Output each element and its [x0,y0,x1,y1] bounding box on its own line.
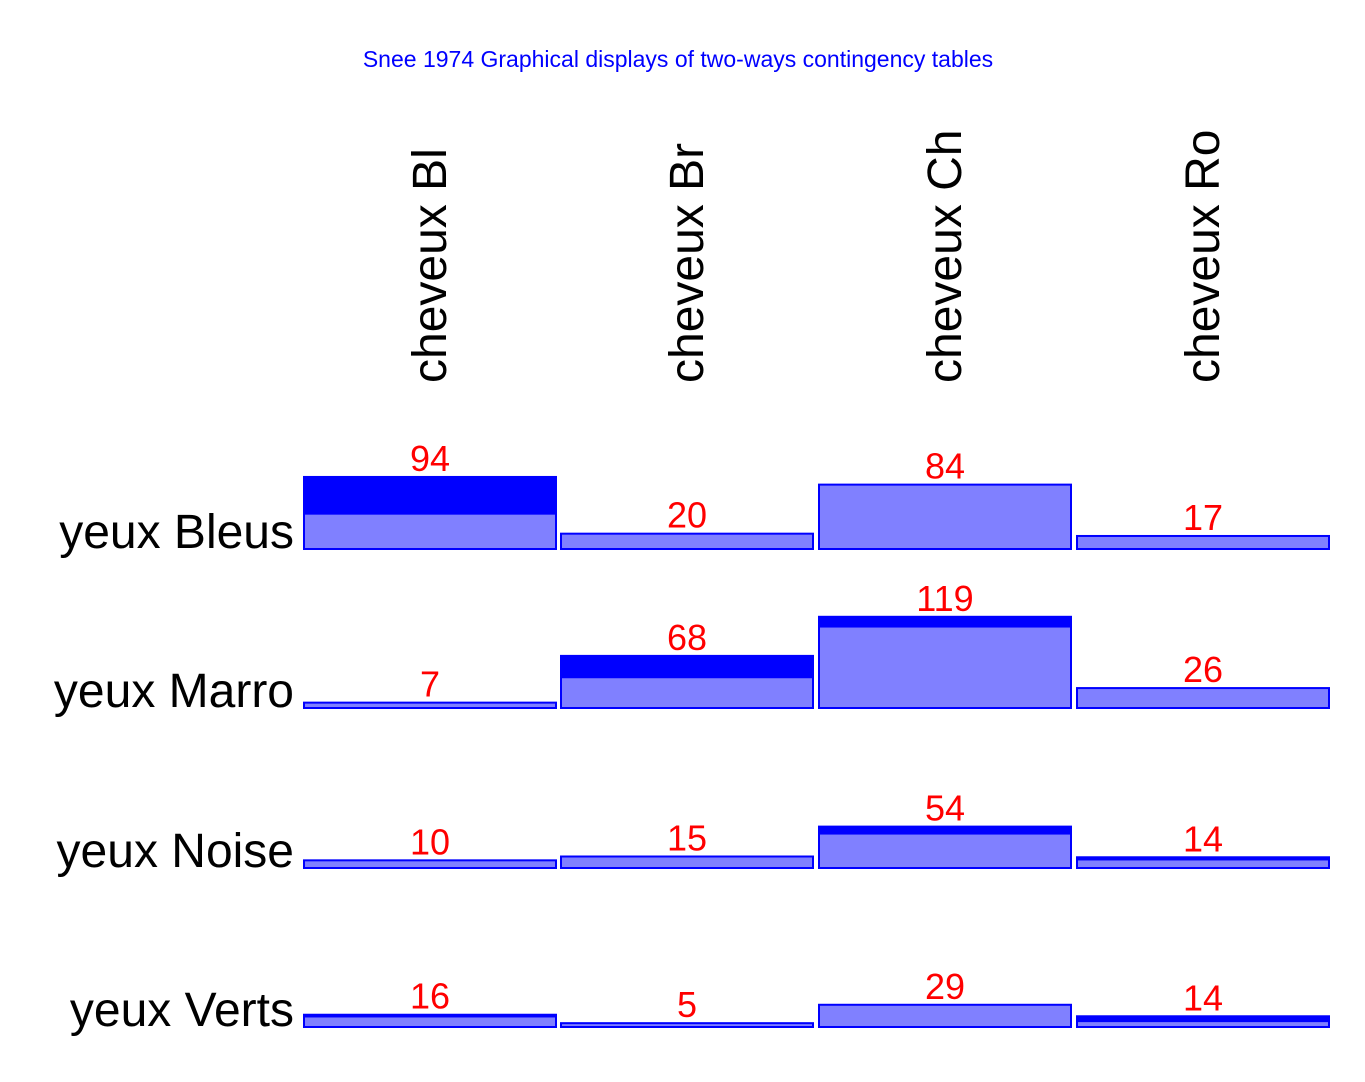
value-label: 26 [1183,649,1223,690]
bar-observed [560,532,814,550]
value-label: 7 [420,664,440,705]
value-label: 20 [667,495,707,536]
bar-expected [303,1015,557,1029]
value-label: 54 [925,788,965,829]
row-label: yeux Verts [70,984,294,1037]
column-label: cheveux Ro [1177,130,1230,383]
value-label: 17 [1183,497,1223,538]
bar-expected [560,676,814,709]
bar-observed [1076,534,1330,550]
column-label: cheveux Br [661,143,714,383]
value-label: 10 [410,821,450,862]
value-label: 84 [925,446,965,487]
bar-observed [560,1022,814,1029]
bar-observed [1076,687,1330,710]
row-labels: yeux Bleus yeux Marro yeux Noise yeux Verts [54,506,294,1037]
row-label: yeux Bleus [59,506,294,559]
bar-expected [1076,1020,1330,1029]
bar-observed [818,483,1072,551]
bar-observed [303,859,557,869]
bar-expected [1076,858,1330,869]
chart-title: Snee 1974 Graphical displays of two-ways… [363,46,993,72]
bar-observed [303,701,557,709]
value-label: 15 [667,818,707,859]
bar-expected [818,625,1072,710]
row-label: yeux Marro [54,665,294,718]
bar-observed [560,855,814,870]
value-label: 68 [667,617,707,658]
bar-expected [303,512,557,551]
value-label: 5 [677,984,697,1025]
value-label: 29 [925,966,965,1007]
row-label: yeux Noise [57,825,294,878]
value-label: 14 [1183,818,1223,859]
value-label: 94 [410,438,450,479]
value-label: 119 [916,578,973,619]
value-label: 16 [410,976,450,1017]
column-labels: cheveux Bl cheveux Br cheveux Ch cheveux Ro [404,130,1230,383]
value-label: 14 [1183,977,1223,1018]
column-label: cheveux Ch [919,130,972,383]
bar-expected [818,832,1072,869]
bar-observed [818,1003,1072,1029]
column-label: cheveux Bl [404,148,457,383]
value-labels: 94 20 84 17 7 68 119 26 10 15 54 14 16 5 29 14 [410,438,1223,1025]
bars [303,475,1330,1029]
